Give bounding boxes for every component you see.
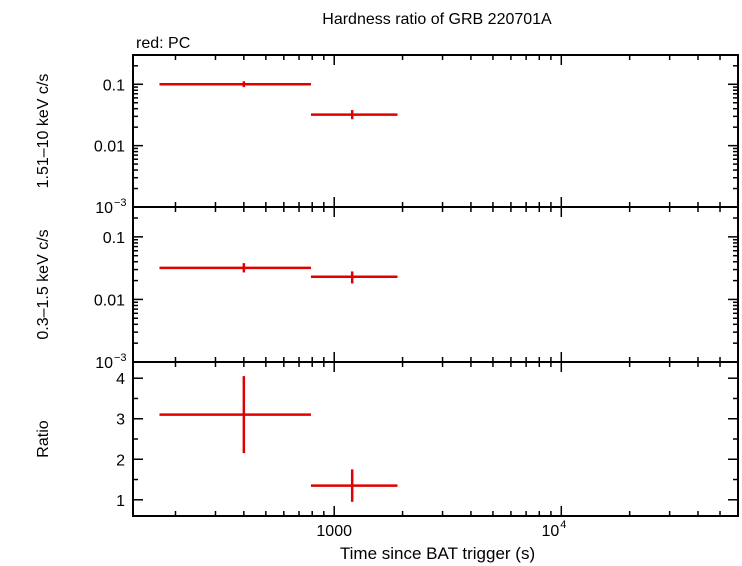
panel-soft: 0.1 0.01 10 −3 0.3–1.5 keV c/s xyxy=(35,206,739,372)
y-tick-exponent: −3 xyxy=(114,197,127,209)
x-tick-exponent: 4 xyxy=(560,519,566,531)
y-tick-label: 0.01 xyxy=(94,139,125,156)
x-tick-label: 1000 xyxy=(316,523,352,540)
panel-frame xyxy=(132,206,739,363)
y-axis-label: 1.51–10 keV c/s xyxy=(35,74,52,189)
data-point xyxy=(159,263,311,273)
y-tick-label: 0.1 xyxy=(103,230,125,247)
y-tick-label: 3 xyxy=(116,412,125,429)
data-point xyxy=(310,271,398,284)
panel-frame xyxy=(132,361,739,517)
y-tick-label: 10 xyxy=(95,355,113,372)
data-point xyxy=(159,376,311,454)
data-point xyxy=(310,110,398,120)
y-tick-label: 4 xyxy=(116,371,125,388)
y-axis-label: Ratio xyxy=(35,420,52,457)
data-point xyxy=(159,81,311,88)
x-axis-label: Time since BAT trigger (s) xyxy=(340,544,535,563)
legend-text: red: PC xyxy=(136,35,190,52)
chart-title: Hardness ratio of GRB 220701A xyxy=(322,11,552,28)
y-tick-label: 2 xyxy=(116,452,125,469)
y-axis-label: 0.3–1.5 keV c/s xyxy=(35,229,52,339)
y-tick-label: 10 xyxy=(95,200,113,217)
y-tick-label: 0.1 xyxy=(103,77,125,94)
panel-hard: 0.1 0.01 10 −3 1.51–10 keV c/s xyxy=(35,54,739,217)
y-tick-label: 0.01 xyxy=(94,292,125,309)
x-tick-label: 10 xyxy=(541,523,559,540)
y-tick-exponent: −3 xyxy=(114,352,127,364)
panel-frame xyxy=(132,54,739,208)
data-point xyxy=(310,469,398,502)
y-tick-label: 1 xyxy=(116,493,125,510)
